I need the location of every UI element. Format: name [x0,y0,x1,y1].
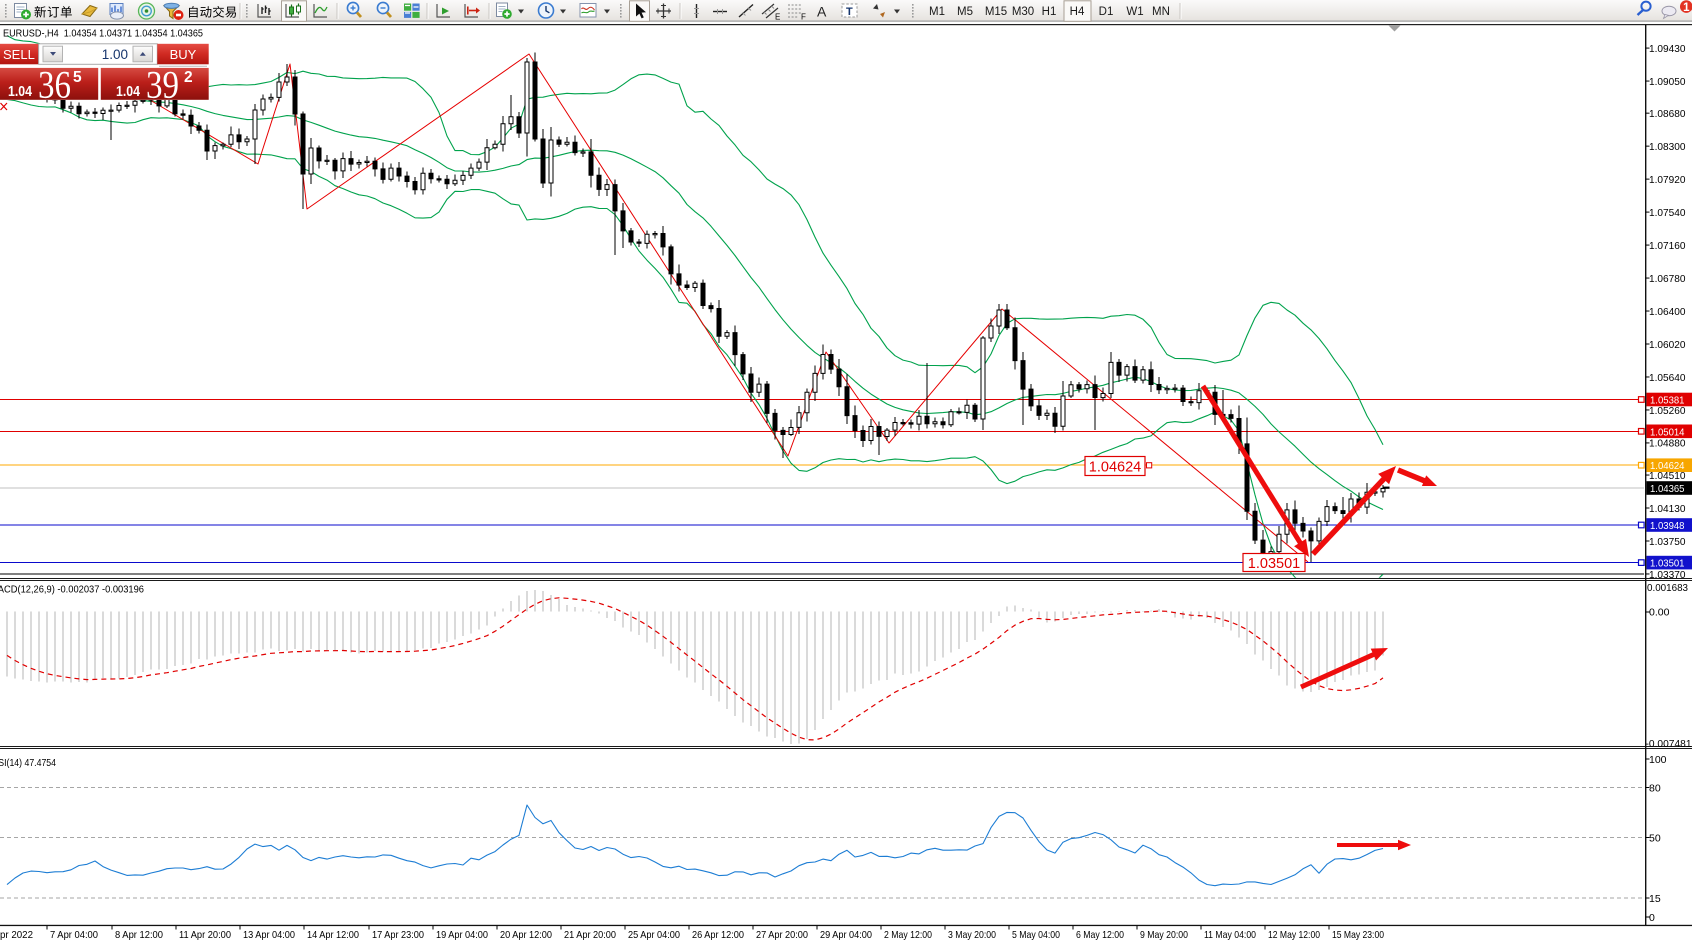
svg-text:25 Apr 04:00: 25 Apr 04:00 [628,929,680,941]
svg-text:100: 100 [1649,754,1667,766]
svg-text:1.08680: 1.08680 [1649,108,1686,120]
svg-text:21 Apr 20:00: 21 Apr 20:00 [564,929,616,941]
svg-text:M5: M5 [957,6,973,18]
svg-text:1.03370: 1.03370 [1649,569,1686,581]
svg-text:1.04365: 1.04365 [1650,483,1685,495]
svg-text:SELL: SELL [3,47,35,62]
svg-text:1.08300: 1.08300 [1649,141,1686,153]
svg-text:H1: H1 [1042,6,1057,18]
svg-text:29 Apr 04:00: 29 Apr 04:00 [820,929,872,941]
svg-text:1.04624: 1.04624 [1089,460,1141,476]
svg-text:1.03501: 1.03501 [1248,556,1300,572]
svg-text:1.07160: 1.07160 [1649,240,1686,252]
svg-text:1.04624: 1.04624 [1650,460,1685,472]
svg-text:1.06400: 1.06400 [1649,306,1686,318]
svg-text:15 May 23:00: 15 May 23:00 [1332,929,1384,941]
svg-text:W1: W1 [1126,6,1143,18]
svg-text:1.04130: 1.04130 [1649,503,1686,515]
svg-text:17 Apr 23:00: 17 Apr 23:00 [372,929,424,941]
svg-text:1: 1 [1683,2,1690,14]
svg-text:A: A [817,4,827,20]
svg-text:1.04: 1.04 [116,84,140,100]
svg-text:MACD(12,26,9) -0.002037 -0.003: MACD(12,26,9) -0.002037 -0.003196 [0,584,144,596]
svg-text:E: E [775,13,780,22]
svg-text:1.09430: 1.09430 [1649,43,1686,55]
svg-text:1.06780: 1.06780 [1649,273,1686,285]
svg-text:MN: MN [1152,6,1170,18]
svg-text:14 Apr 12:00: 14 Apr 12:00 [307,929,359,941]
svg-text:1.05381: 1.05381 [1650,395,1685,407]
svg-text:pr 2022: pr 2022 [0,929,33,941]
svg-text:27 Apr 20:00: 27 Apr 20:00 [756,929,808,941]
svg-text:1.07920: 1.07920 [1649,174,1686,186]
svg-text:M30: M30 [1012,6,1034,18]
svg-text:2: 2 [184,69,193,86]
svg-text:0.00: 0.00 [1649,607,1670,619]
svg-text:1.05014: 1.05014 [1650,426,1685,438]
svg-text:7 Apr 04:00: 7 Apr 04:00 [50,929,98,941]
svg-text:1.03948: 1.03948 [1650,520,1685,532]
svg-text:3 May 20:00: 3 May 20:00 [948,929,996,941]
svg-text:5 May 04:00: 5 May 04:00 [1012,929,1060,941]
svg-text:12 May 12:00: 12 May 12:00 [1268,929,1320,941]
svg-text:20 Apr 12:00: 20 Apr 12:00 [500,929,552,941]
svg-text:2 May 12:00: 2 May 12:00 [884,929,932,941]
svg-text:0: 0 [1649,912,1655,924]
svg-text:1.06020: 1.06020 [1649,339,1686,351]
svg-text:F: F [801,13,806,22]
svg-text:50: 50 [1649,832,1661,844]
svg-text:1.05640: 1.05640 [1649,372,1686,384]
svg-text:1.09050: 1.09050 [1649,76,1686,88]
svg-text:-0.007481: -0.007481 [1646,738,1692,750]
svg-text:EURUSD-,H4 1.04354 1.04371 1.: EURUSD-,H4 1.04354 1.04371 1.04354 1.043… [3,28,203,40]
svg-text:36: 36 [38,64,71,107]
svg-text:1.03501: 1.03501 [1650,558,1685,570]
svg-text:T: T [846,6,853,18]
svg-text:1.07540: 1.07540 [1649,207,1686,219]
svg-text:19 Apr 04:00: 19 Apr 04:00 [436,929,488,941]
svg-text:RSI(14) 47.4754: RSI(14) 47.4754 [0,757,56,769]
svg-text:9 May 20:00: 9 May 20:00 [1140,929,1188,941]
svg-text:D1: D1 [1099,6,1114,18]
svg-text:11 Apr 20:00: 11 Apr 20:00 [179,929,231,941]
svg-text:80: 80 [1649,782,1661,794]
svg-text:1.04510: 1.04510 [1649,470,1686,482]
svg-text:6 May 12:00: 6 May 12:00 [1076,929,1124,941]
svg-text:M1: M1 [929,6,945,18]
svg-text:BUY: BUY [170,47,197,62]
svg-text:H4: H4 [1070,6,1085,18]
svg-text:0.001683: 0.001683 [1647,582,1688,594]
svg-text:11 May 04:00: 11 May 04:00 [1204,929,1256,941]
svg-text:39: 39 [146,64,179,107]
svg-text:1.03750: 1.03750 [1649,536,1686,548]
svg-text:M15: M15 [985,6,1007,18]
svg-text:1.04: 1.04 [8,84,32,100]
svg-text:26 Apr 12:00: 26 Apr 12:00 [692,929,744,941]
svg-text:8 Apr 12:00: 8 Apr 12:00 [115,929,163,941]
svg-text:13 Apr 04:00: 13 Apr 04:00 [243,929,295,941]
svg-text:1.05260: 1.05260 [1649,405,1686,417]
svg-text:15: 15 [1649,893,1661,905]
svg-text:1.00: 1.00 [102,47,128,62]
svg-text:5: 5 [73,69,82,86]
svg-text:1.04880: 1.04880 [1649,438,1686,450]
